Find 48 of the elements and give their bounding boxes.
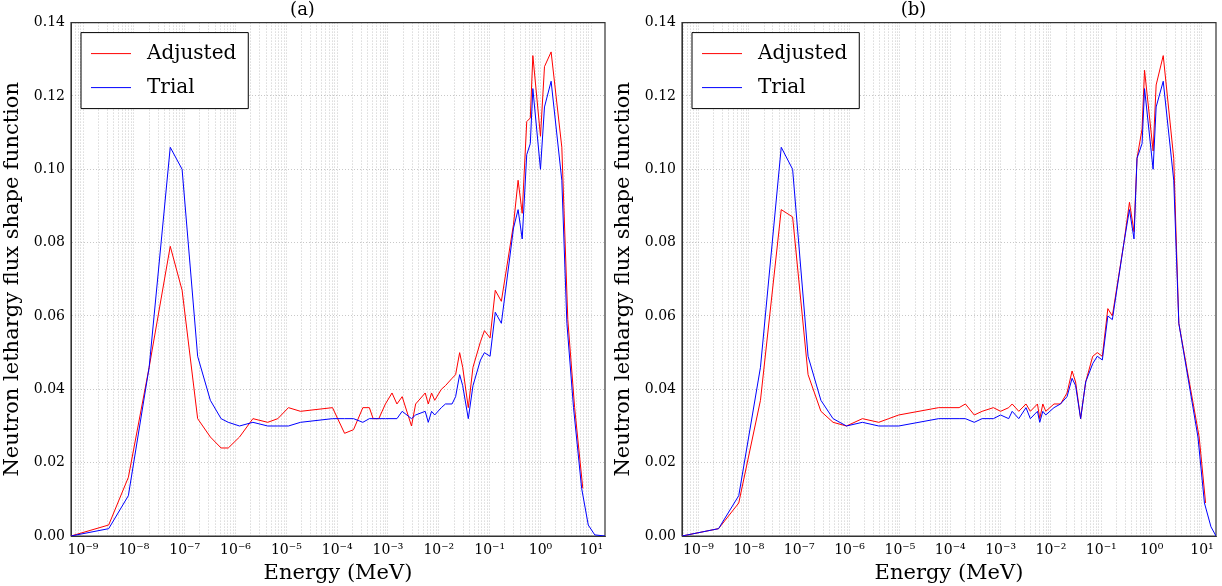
x-tick-label: 10⁻⁷	[783, 541, 815, 558]
legend-label: Adjusted	[757, 39, 848, 64]
y-tick-label: 0.08	[33, 233, 65, 250]
y-tick-label: 0.02	[644, 453, 676, 470]
x-tick-label: 10⁰	[1139, 541, 1164, 558]
x-tick-label: 10⁻²	[1035, 541, 1067, 558]
x-tick-label: 10⁻⁵	[270, 541, 303, 558]
x-tick-label: 10⁻³	[985, 541, 1016, 558]
y-tick-label: 0.02	[33, 453, 65, 470]
legend-label: Trial	[147, 73, 195, 98]
x-tick-label: 10⁻⁸	[733, 541, 765, 558]
x-tick-label: 10⁻⁴	[934, 541, 967, 558]
x-tick-label: 10¹	[1190, 541, 1214, 558]
legend-label: Adjusted	[146, 39, 237, 64]
chart-title: (b)	[900, 0, 927, 20]
y-tick-label: 0.08	[644, 233, 676, 250]
y-tick-label: 0.12	[644, 86, 676, 103]
y-axis-title: Neutron lethargy flux shape function	[0, 81, 24, 477]
y-tick-label: 0.14	[33, 13, 66, 30]
x-axis-title: Energy (MeV)	[263, 559, 413, 584]
x-tick-label: 10⁻⁷	[169, 541, 201, 558]
y-tick-label: 0.00	[644, 526, 676, 543]
y-tick-label: 0.04	[33, 379, 66, 396]
x-axis-title: Energy (MeV)	[874, 559, 1024, 584]
legend-label: Trial	[758, 73, 806, 98]
y-tick-label: 0.10	[33, 159, 65, 176]
x-tick-label: 10⁻⁹	[683, 541, 715, 558]
x-tick-label: 10⁻¹	[1085, 541, 1117, 558]
x-tick-label: 10⁻⁹	[67, 541, 99, 558]
x-tick-label: 10⁻⁸	[118, 541, 150, 558]
x-tick-label: 10⁻⁵	[884, 541, 916, 558]
y-tick-label: 0.10	[644, 159, 676, 176]
x-tick-label: 10⁰	[528, 541, 553, 558]
y-tick-label: 0.06	[33, 306, 66, 323]
x-tick-label: 10⁻⁶	[834, 541, 866, 558]
y-tick-label: 0.06	[644, 306, 677, 323]
x-tick-label: 10¹	[579, 541, 604, 558]
x-tick-label: 10⁻⁴	[321, 541, 353, 558]
chart-title: (a)	[290, 0, 315, 20]
x-tick-label: 10⁻⁶	[220, 541, 252, 558]
y-axis-title: Neutron lethargy flux shape function	[610, 81, 635, 477]
x-tick-label: 10⁻²	[423, 541, 455, 558]
y-tick-label: 0.04	[644, 379, 677, 396]
x-tick-label: 10⁻³	[372, 541, 404, 558]
x-tick-label: 10⁻¹	[474, 541, 506, 558]
y-tick-label: 0.14	[644, 13, 677, 30]
y-tick-label: 0.00	[33, 526, 65, 543]
y-tick-label: 0.12	[33, 86, 65, 103]
